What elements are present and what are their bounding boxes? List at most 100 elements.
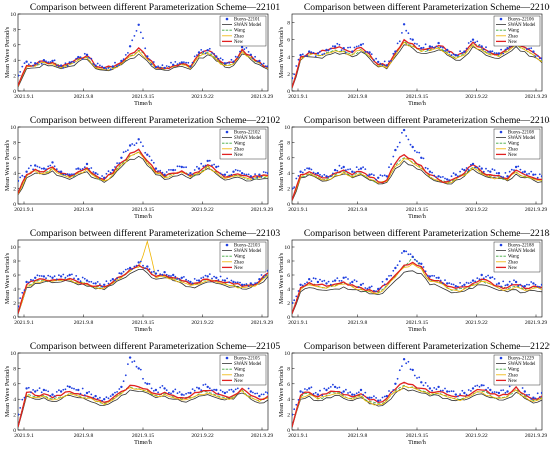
buoy-point: [114, 166, 116, 168]
buoy-point: [206, 275, 209, 278]
buoy-point: [297, 58, 300, 61]
buoy-point: [131, 268, 134, 270]
buoy-point: [187, 280, 190, 282]
buoy-point: [174, 275, 177, 278]
buoy-point: [38, 166, 41, 169]
chart-title: Comparison between different Parameteriz…: [304, 115, 550, 126]
buoy-point: [411, 38, 414, 41]
buoy-point: [474, 280, 477, 283]
buoy-point: [388, 390, 390, 392]
buoy-point: [260, 175, 263, 178]
buoy-point: [457, 285, 459, 288]
buoy-point: [325, 175, 328, 178]
x-tick-label: 2021.9.1: [14, 320, 34, 326]
buoy-point: [418, 262, 421, 265]
buoy-point: [27, 386, 30, 389]
y-tick-label: 10: [284, 245, 290, 251]
buoy-point: [165, 389, 168, 392]
buoy-point: [465, 281, 468, 284]
buoy-point: [342, 47, 345, 50]
buoy-point: [416, 43, 418, 45]
buoy-point: [180, 165, 183, 169]
buoy-point: [247, 285, 250, 287]
buoy-point: [180, 276, 183, 279]
buoy-point: [538, 396, 541, 398]
buoy-point: [428, 275, 432, 278]
buoy-point: [359, 167, 363, 170]
buoy-point: [55, 168, 58, 171]
buoy-point: [256, 392, 259, 395]
buoy-point: [485, 167, 487, 170]
buoy-point: [193, 55, 196, 58]
buoy-point: [489, 50, 492, 53]
buoy-point: [478, 44, 481, 46]
buoy-point: [245, 47, 248, 49]
buoy-point: [249, 282, 252, 285]
buoy-point: [185, 392, 188, 395]
buoy-point: [388, 60, 390, 63]
series-line-new: [18, 384, 268, 428]
buoy-point: [223, 279, 227, 282]
buoy-point: [206, 385, 209, 389]
buoy-point: [402, 128, 406, 132]
buoy-point: [73, 173, 75, 176]
buoy-point: [437, 385, 440, 389]
buoy-point: [266, 172, 268, 175]
buoy-point: [292, 301, 294, 305]
buoy-point: [476, 384, 479, 387]
buoy-point: [401, 252, 403, 254]
buoy-point: [249, 390, 252, 393]
buoy-point: [118, 272, 121, 275]
buoy-point: [345, 169, 347, 172]
series-line-new: [18, 148, 268, 194]
series-line-new: [292, 381, 542, 428]
buoy-point: [424, 270, 427, 273]
buoy-point: [508, 280, 511, 283]
buoy-point: [416, 377, 418, 379]
x-tick-label: 2021.9.1: [14, 94, 34, 100]
buoy-point: [47, 390, 50, 393]
series-line-swan-model: [292, 160, 542, 202]
buoy-point: [333, 385, 337, 389]
buoy-point: [301, 53, 304, 56]
buoy-point: [528, 47, 530, 50]
buoy-point: [459, 170, 461, 173]
buoy-point: [482, 277, 485, 280]
buoy-point: [152, 61, 155, 63]
buoy-point: [217, 392, 220, 395]
buoy-point: [239, 281, 241, 284]
buoy-point: [81, 168, 84, 170]
buoy-point: [221, 173, 224, 176]
buoy-point: [58, 65, 60, 68]
buoy-point: [176, 392, 179, 395]
buoy-point: [487, 170, 489, 172]
buoy-point: [142, 264, 144, 267]
buoy-point: [347, 168, 349, 171]
legend-marker-buoy: [499, 17, 503, 21]
series-line-swan-model: [18, 269, 268, 315]
buoy-point: [176, 165, 179, 168]
buoy-point: [25, 170, 28, 173]
buoy-point: [381, 280, 384, 283]
buoy-point: [49, 275, 52, 278]
buoy-point: [463, 391, 466, 395]
buoy-point: [83, 52, 86, 55]
buoy-point: [439, 279, 442, 282]
x-tick-label: 2021.9.29: [251, 433, 274, 439]
buoy-point: [122, 380, 125, 383]
y-tick-label: 2: [13, 187, 16, 193]
buoy-point: [21, 291, 24, 294]
series-line-zhao: [18, 50, 268, 87]
buoy-point: [85, 391, 89, 395]
buoy-point: [103, 398, 106, 401]
y-tick-label: 2: [287, 72, 290, 78]
buoy-point: [49, 61, 52, 63]
buoy-point: [493, 169, 496, 172]
buoy-point: [461, 168, 464, 171]
buoy-point: [407, 253, 410, 256]
buoy-point: [517, 165, 520, 168]
buoy-point: [491, 168, 494, 171]
buoy-point: [390, 163, 392, 166]
buoy-point: [34, 62, 37, 65]
